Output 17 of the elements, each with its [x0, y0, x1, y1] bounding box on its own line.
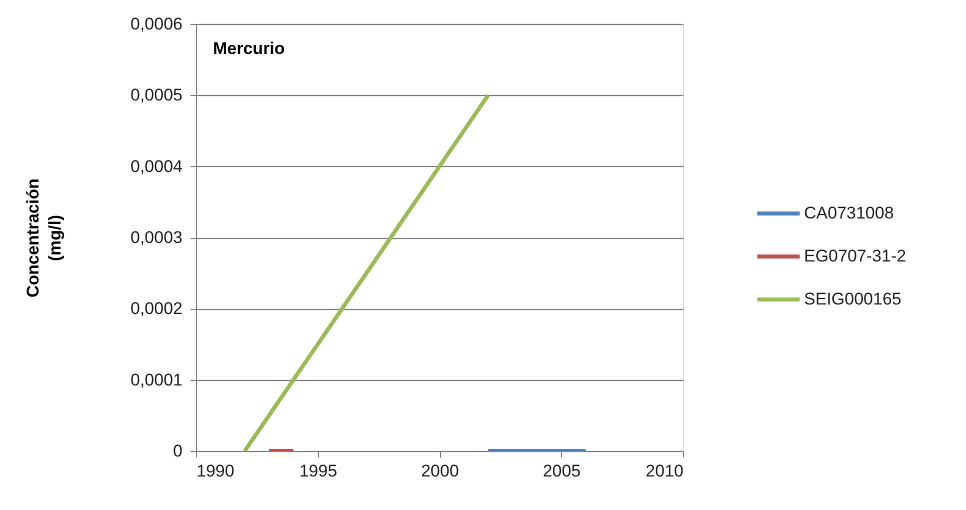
- y-tick-label: 0,0002: [130, 299, 182, 318]
- legend-label: EG0707-31-2: [804, 246, 906, 266]
- y-tick-label: 0: [173, 442, 182, 460]
- y-axis-title: Concentración (mg/l): [24, 178, 65, 298]
- x-tick-label: 1995: [299, 462, 338, 480]
- y-tick-label: 0,0001: [130, 370, 182, 390]
- x-tick-label: 2005: [542, 462, 581, 480]
- y-tick-label: 0,0003: [130, 228, 182, 247]
- legend-label: CA0731008: [804, 204, 894, 222]
- y-tick-label: 0,0006: [130, 14, 182, 34]
- y-tick-label: 0,0005: [130, 86, 182, 105]
- legend-label: SEIG000165: [804, 290, 902, 308]
- x-tick-label: 2010: [646, 462, 684, 480]
- y-tick-label: 0,0004: [130, 156, 182, 176]
- x-tick-label: 2000: [421, 462, 459, 480]
- text: Mercurio: [213, 39, 285, 58]
- x-tick-label: 1990: [196, 462, 234, 480]
